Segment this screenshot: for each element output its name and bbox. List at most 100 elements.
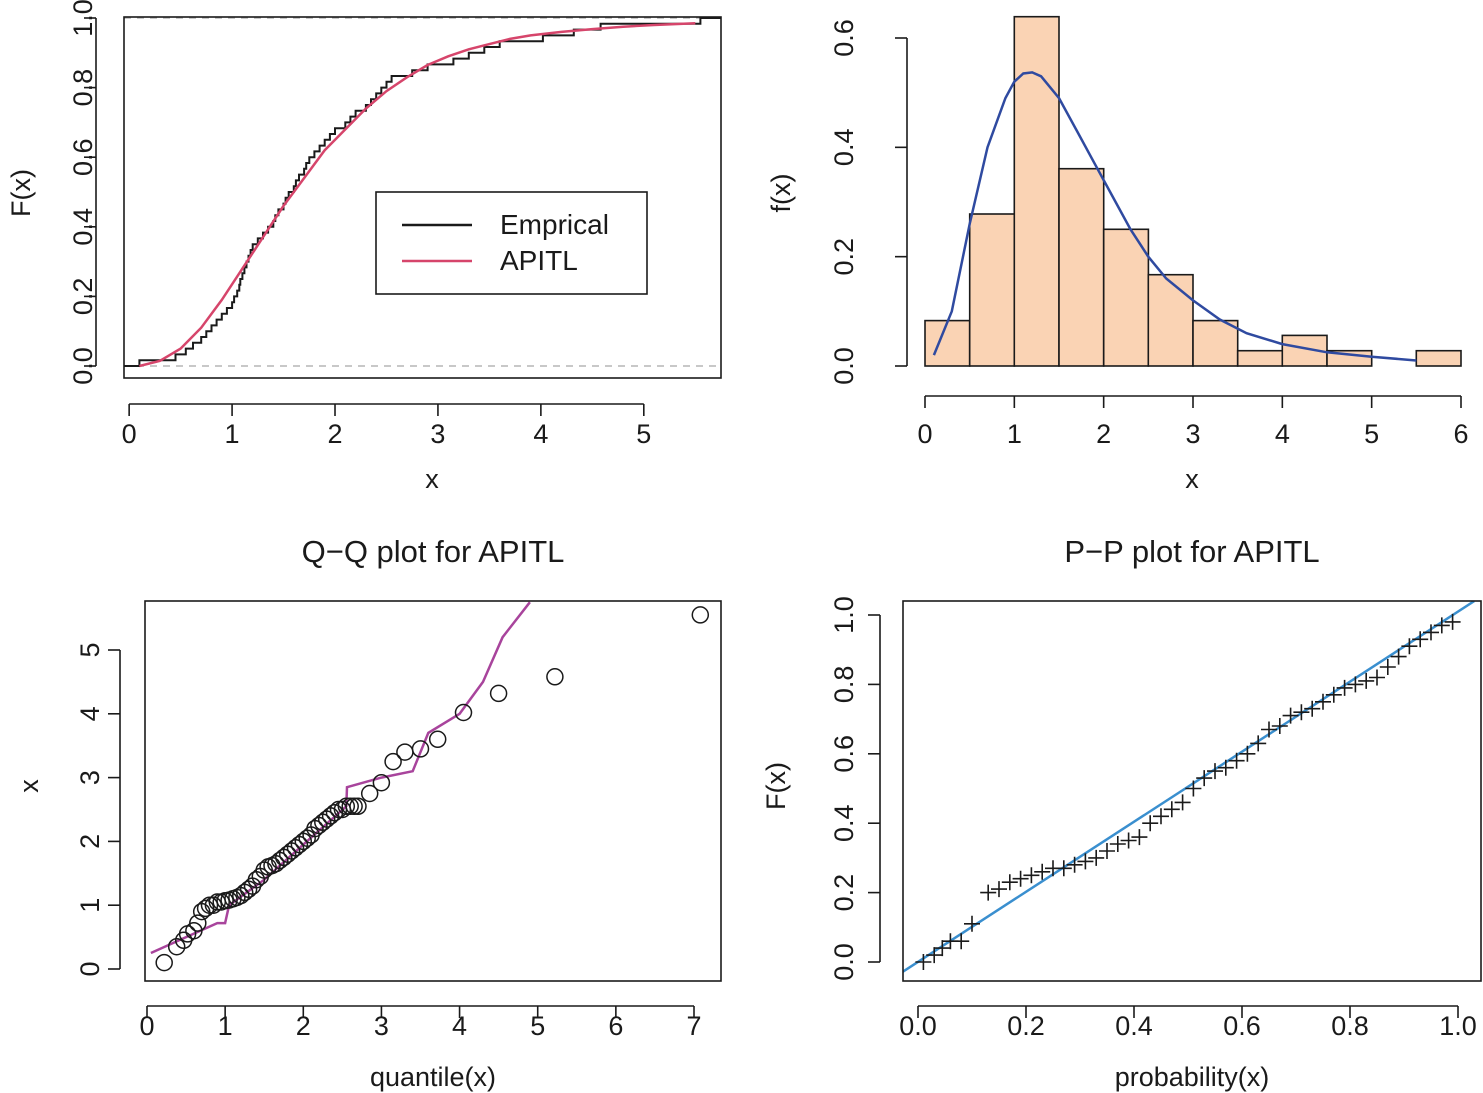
pp-point [1433, 617, 1450, 634]
pp-point [1217, 759, 1234, 776]
pp-point [1163, 801, 1180, 818]
qq-point [428, 730, 447, 749]
qq-point [360, 784, 379, 803]
apitl-density-curve [932, 71, 1417, 362]
pp-point [1077, 853, 1094, 870]
pp-point [1153, 808, 1169, 825]
histogram-bar [1058, 167, 1105, 367]
pp-point [980, 884, 997, 901]
histogram-bar [924, 319, 971, 367]
cdf-y-tick-label: 0.4 [68, 208, 98, 246]
cdf-y-axis-title: F(x) [6, 169, 36, 217]
qq-point [155, 953, 173, 972]
pp-point [1023, 867, 1040, 884]
apitl-cdf-curve [139, 21, 696, 368]
qq-plot-area [150, 601, 710, 972]
qq-y-axis: 0 1 2 3 4 5 [75, 642, 121, 977]
histogram-x-tick-label: 0 [917, 419, 932, 449]
pp-y-tick-label: 0.2 [829, 874, 859, 912]
histogram-x-tick-label: 4 [1275, 419, 1290, 449]
cdf-x-tick-label: 2 [327, 419, 342, 449]
qq-y-tick-label: 2 [75, 834, 105, 849]
pp-point [915, 954, 932, 970]
pp-point [1271, 718, 1288, 734]
pp-point [1109, 836, 1126, 852]
histogram-bar [1102, 228, 1150, 367]
pp-x-tick-label: 1.0 [1439, 1011, 1477, 1041]
cdf-x-tick-label: 3 [430, 419, 445, 449]
pp-point [1379, 659, 1396, 675]
pp-point [1325, 686, 1342, 703]
pp-point [1315, 693, 1331, 710]
qq-plot-title: Q−Q plot for APITL [302, 534, 565, 569]
qq-point [411, 740, 430, 758]
qq-x-tick-label: 5 [530, 1011, 545, 1041]
cdf-plot-frame [123, 16, 722, 379]
pp-point [1142, 815, 1159, 832]
cdf-legend: Emprical APITL [375, 191, 648, 295]
qq-x-tick-label: 7 [686, 1011, 701, 1041]
histogram-y-tick-label: 0.4 [829, 129, 859, 167]
cdf-x-tick-label: 4 [533, 419, 548, 449]
histogram-y-axis: 0.0 0.2 0.4 0.6 [829, 19, 908, 385]
qq-x-axis-title: quantile(x) [370, 1062, 496, 1092]
pp-point [953, 933, 970, 950]
pp-point [1099, 843, 1115, 859]
pp-point [1423, 624, 1439, 641]
panel-qq: Q−Q plot for APITL 0 1 2 3 4 5 6 7 0 1 2 3 4 5 quant… [14, 534, 722, 1092]
pp-point [1066, 856, 1083, 873]
histogram-bar [968, 213, 1016, 367]
pp-point [1347, 676, 1364, 693]
qq-point [384, 752, 402, 771]
pp-point [1369, 669, 1385, 686]
qq-point [489, 684, 508, 703]
pp-point [1304, 700, 1321, 717]
histogram-x-tick-label: 2 [1096, 419, 1111, 449]
pp-point [1358, 672, 1375, 689]
pp-point [1174, 794, 1191, 811]
qq-y-axis-title: x [14, 779, 44, 793]
panel-cdf: 0 1 2 3 4 5 0.0 0.2 0.4 0.6 0.8 1.0 x F(x) Emprica… [6, 0, 722, 494]
histogram-x-tick-label: 6 [1453, 419, 1468, 449]
pp-point [934, 940, 951, 957]
histogram-x-tick-label: 5 [1364, 419, 1379, 449]
qq-x-axis: 0 1 2 3 4 5 6 7 [139, 1005, 702, 1041]
qq-point [349, 797, 367, 816]
cdf-x-axis-title: x [425, 464, 439, 494]
qq-point [341, 797, 359, 816]
histogram-y-tick-label: 0.2 [829, 238, 859, 276]
cdf-y-tick-label: 0.6 [68, 138, 98, 176]
histogram-x-axis: 0 1 2 3 4 5 6 [917, 395, 1469, 449]
cdf-x-tick-label: 0 [122, 419, 137, 449]
pp-x-tick-label: 0.6 [1223, 1011, 1261, 1041]
pp-point [1250, 735, 1267, 752]
qq-y-tick-label: 0 [75, 961, 105, 976]
pp-point [1444, 613, 1461, 630]
histogram-bar [1236, 349, 1284, 367]
pp-y-axis-title: F(x) [761, 762, 791, 810]
pp-point [1196, 770, 1213, 787]
panel-histogram: 0 1 2 3 4 5 6 0.0 0.2 0.4 0.6 x f(x) [766, 15, 1469, 494]
cdf-y-axis: 0.0 0.2 0.4 0.6 0.8 1.0 [68, 0, 98, 385]
cdf-y-tick-label: 1.0 [68, 0, 98, 37]
pp-point [1401, 638, 1418, 655]
pp-point [1055, 860, 1072, 877]
pp-point [926, 947, 943, 964]
histogram-bar [1281, 334, 1328, 367]
qq-y-tick-label: 1 [75, 898, 105, 913]
pp-point [964, 915, 980, 932]
qq-point [691, 606, 710, 624]
histogram-x-axis-title: x [1185, 464, 1199, 494]
pp-x-axis: 0.0 0.2 0.4 0.6 0.8 1.0 [899, 1005, 1477, 1041]
qq-point [396, 743, 414, 761]
pp-point [1390, 648, 1407, 665]
pp-point [1120, 832, 1137, 849]
qq-plot-frame [144, 600, 722, 982]
qq-reference-line [150, 601, 531, 955]
pp-point [1228, 752, 1245, 769]
histogram-y-tick-label: 0.6 [829, 19, 859, 57]
cdf-x-tick-label: 5 [636, 419, 651, 449]
cdf-y-tick-label: 0.2 [68, 278, 98, 316]
qq-point [204, 896, 223, 914]
